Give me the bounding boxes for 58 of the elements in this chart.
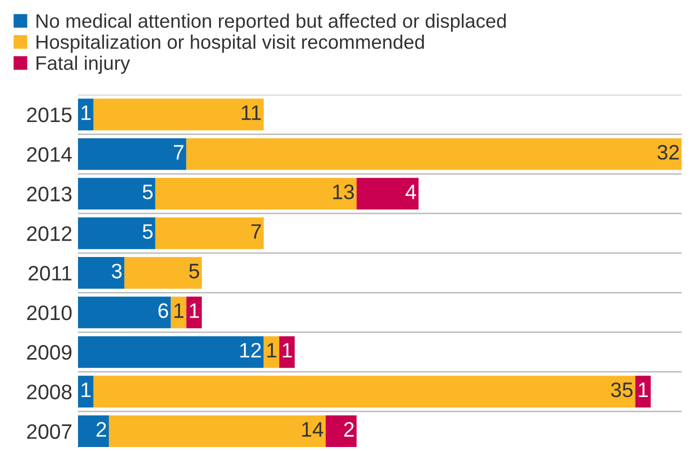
bar	[186, 138, 682, 170]
data-label: 35	[611, 382, 633, 398]
y-tick-label: 2009	[27, 345, 72, 360]
data-label: 6	[158, 303, 168, 318]
bar	[279, 336, 295, 368]
data-label: 11	[242, 106, 261, 120]
legend-label: Fatal injury	[36, 56, 130, 74]
bar	[78, 257, 124, 289]
data-label: 1	[282, 343, 292, 358]
bar	[78, 296, 171, 328]
legend-label: No medical attention reported but affected or displaced	[36, 14, 506, 32]
bar	[78, 98, 94, 130]
data-label: 3	[112, 264, 122, 278]
bar	[93, 376, 636, 408]
bar	[356, 178, 419, 210]
data-label: 1	[638, 382, 648, 398]
data-label: 2	[344, 422, 354, 437]
bar	[78, 336, 264, 368]
bar	[78, 217, 156, 250]
data-label: 4	[406, 184, 416, 200]
bar	[635, 376, 651, 408]
bar	[108, 415, 326, 448]
data-label: 13	[333, 184, 354, 200]
data-label: 1	[174, 303, 184, 318]
data-label: 5	[142, 224, 153, 239]
data-label: 32	[657, 144, 679, 160]
bar	[155, 178, 357, 210]
bar	[186, 296, 202, 328]
bar	[124, 257, 202, 289]
bar	[170, 296, 186, 328]
bar	[78, 178, 156, 210]
bar	[326, 415, 357, 448]
data-label: 1	[267, 343, 276, 358]
data-label: 1	[190, 303, 199, 318]
legend-label: Hospitalization or hospital visit recommended	[36, 34, 424, 53]
bar	[78, 415, 109, 448]
y-tick-label: 2013	[27, 186, 72, 202]
bar	[264, 336, 280, 368]
data-label: 12	[240, 342, 261, 358]
y-tick-label: 2010	[27, 305, 72, 320]
y-tick-label: 2008	[27, 384, 72, 400]
bar	[78, 376, 94, 408]
data-label: 7	[251, 224, 261, 239]
y-tick-label: 2011	[28, 266, 72, 281]
y-tick-label: 2014	[27, 147, 72, 162]
bar	[155, 217, 264, 250]
data-label: 5	[142, 184, 153, 200]
data-label: 7	[174, 145, 184, 160]
data-label: 1	[82, 382, 91, 398]
data-label: 1	[82, 106, 91, 120]
y-tick-label: 2015	[27, 108, 72, 122]
data-label: 14	[302, 422, 324, 437]
y-tick-label: 2007	[27, 424, 72, 439]
bar	[78, 138, 186, 170]
data-label: 5	[189, 264, 200, 278]
data-label: 2	[96, 422, 106, 437]
bar	[93, 98, 264, 130]
y-tick-label: 2012	[27, 226, 72, 242]
